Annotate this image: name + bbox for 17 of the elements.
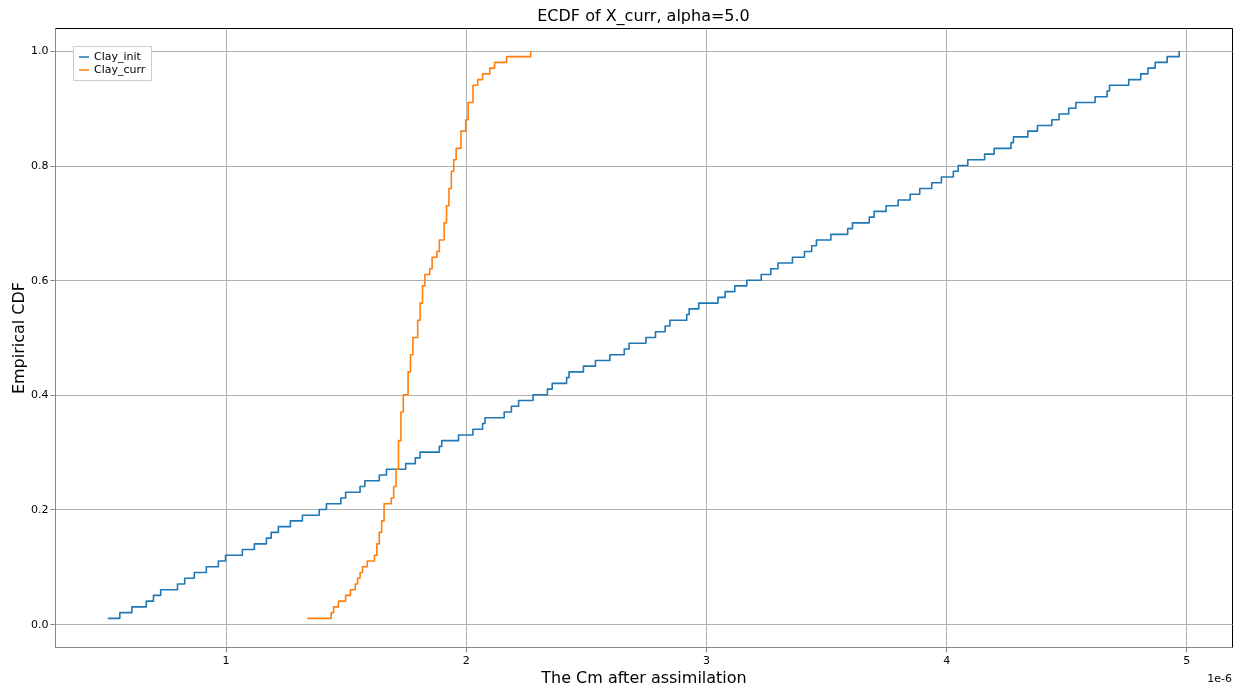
y-tick-label: 0.8 — [31, 159, 49, 173]
x-tick-label: 2 — [462, 653, 470, 667]
x-tick-label: 4 — [943, 653, 951, 667]
y-tick-label: 0.0 — [31, 617, 49, 631]
y-tick-label: 0.4 — [31, 388, 49, 402]
y-tick-label: 1.0 — [31, 44, 49, 58]
legend-label: Clay_curr — [94, 63, 146, 76]
chart-title: ECDF of X_curr, alpha=5.0 — [537, 6, 750, 26]
x-tick-label: 1 — [222, 653, 230, 667]
x-tick-label: 5 — [1183, 653, 1191, 667]
legend-label: Clay_init — [94, 50, 142, 63]
x-tick-label: 3 — [702, 653, 710, 667]
x-axis-title: The Cm after assimilation — [540, 667, 747, 687]
text: 1e-6 — [1207, 672, 1232, 685]
y-tick-label: 0.2 — [31, 502, 49, 516]
y-axis-title: Empirical CDF — [9, 281, 29, 395]
y-tick-label: 0.6 — [31, 273, 49, 287]
